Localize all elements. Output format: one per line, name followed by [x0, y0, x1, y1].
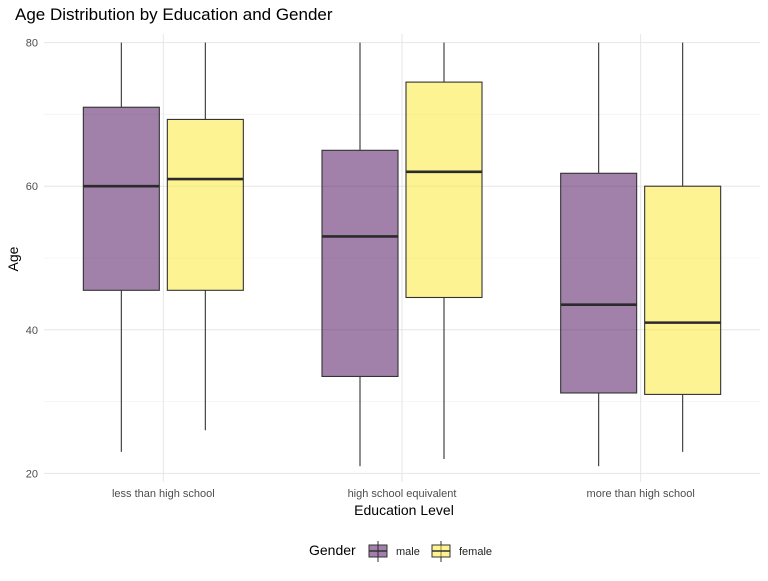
box-iqr: [321, 149, 399, 378]
box-male: [560, 42, 638, 467]
box-female: [405, 42, 483, 460]
box-female: [166, 42, 244, 431]
box-iqr: [166, 118, 244, 291]
chart-title: Age Distribution by Education and Gender: [15, 5, 333, 24]
y-tick-label: 40: [26, 325, 38, 337]
legend-title: Gender: [309, 542, 356, 558]
grid-lines: [44, 34, 760, 482]
x-tick-label: more than high school: [587, 488, 695, 500]
y-tick-label: 20: [26, 468, 38, 480]
box-iqr: [644, 185, 722, 395]
box-iqr: [82, 106, 160, 291]
legend: Gender male female: [309, 541, 492, 562]
x-tick-label: less than high school: [112, 488, 215, 500]
y-axis-title: Age: [5, 246, 21, 271]
y-tick-label: 80: [26, 38, 38, 50]
axis-labels: 20 40 60 80 less than high school high school…: [26, 38, 695, 500]
x-tick-label: high school equivalent: [348, 488, 457, 500]
box-iqr: [560, 172, 638, 394]
y-tick-label: 60: [26, 181, 38, 193]
legend-item-male: male: [368, 541, 420, 562]
legend-label-female: female: [459, 546, 492, 558]
legend-label-male: male: [396, 546, 420, 558]
box-iqr: [405, 81, 483, 299]
box-male: [321, 42, 399, 467]
legend-item-female: female: [431, 541, 492, 562]
box-male: [82, 42, 160, 452]
box-layer: [82, 42, 722, 467]
box-female: [644, 42, 722, 452]
x-axis-title: Education Level: [354, 502, 454, 518]
